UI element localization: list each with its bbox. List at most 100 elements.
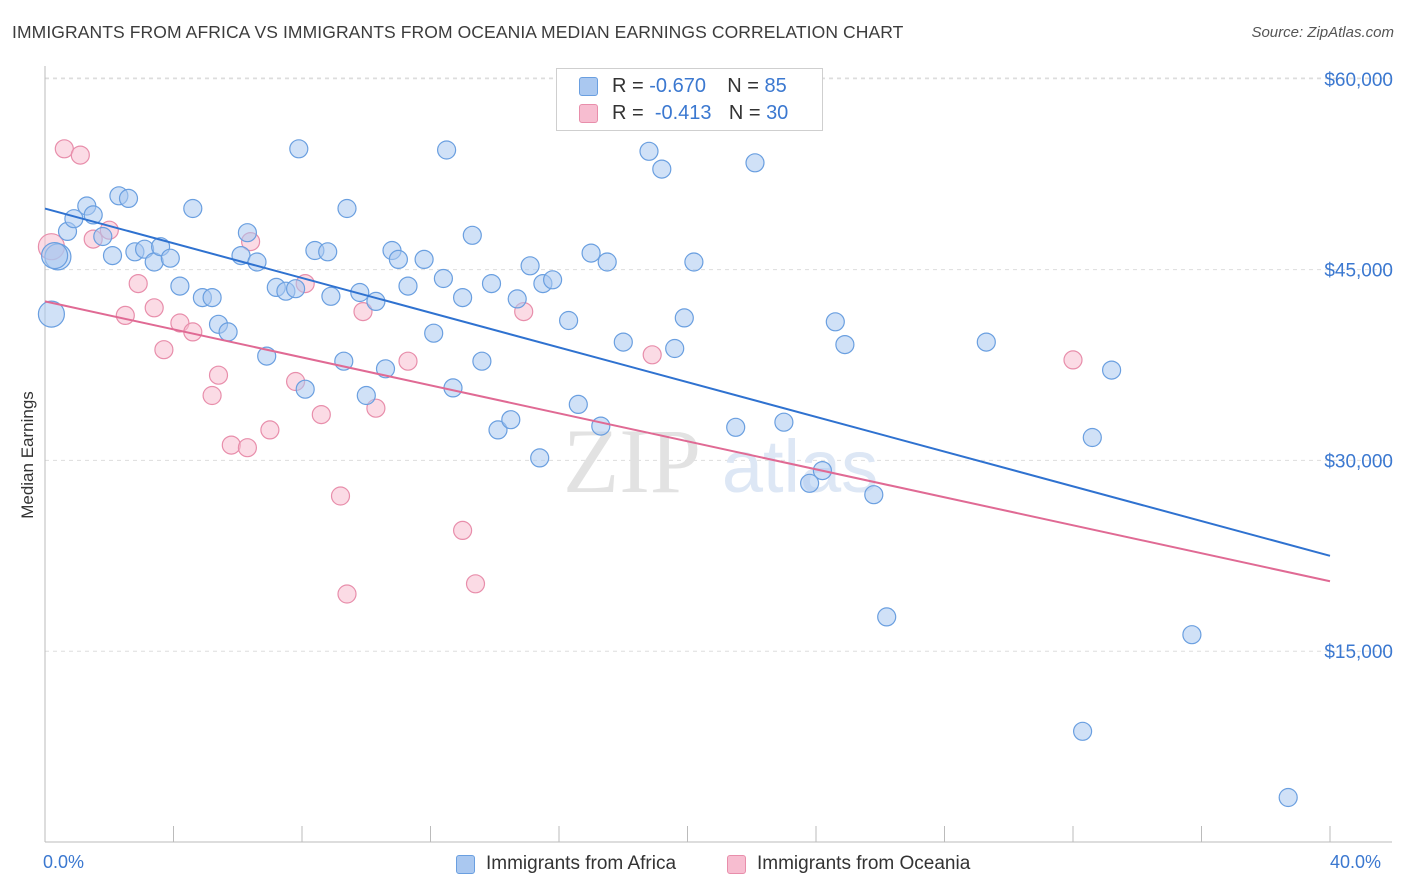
point-oceania — [337, 584, 357, 604]
point-africa — [295, 379, 315, 399]
point-africa — [665, 338, 685, 359]
point-africa — [1072, 721, 1093, 741]
point-africa — [102, 246, 123, 266]
point-oceania — [366, 398, 386, 418]
point-africa — [684, 252, 704, 272]
point-oceania — [330, 486, 351, 506]
axes — [44, 66, 1392, 843]
legend-row-oceania: R = -0.413 N = 30 — [579, 100, 788, 126]
point-oceania — [311, 405, 331, 425]
point-africa — [375, 359, 396, 379]
point-oceania — [208, 365, 229, 385]
point-africa — [218, 322, 238, 342]
point-africa — [745, 153, 765, 173]
point-africa — [424, 323, 444, 343]
point-oceania — [144, 298, 164, 318]
point-africa — [398, 276, 418, 296]
stats-legend: R = -0.670 N = 85 R = -0.413 N = 30 — [556, 68, 823, 131]
point-oceania — [353, 302, 373, 322]
point-africa — [237, 223, 257, 243]
point-africa — [835, 335, 855, 355]
bottom-legend-label-africa: Immigrants from Africa — [486, 853, 677, 874]
gridlines — [45, 77, 1392, 652]
point-africa — [520, 256, 540, 276]
point-oceania — [202, 385, 222, 406]
point-oceania — [465, 574, 486, 594]
point-oceania — [128, 274, 148, 294]
point-africa — [864, 485, 884, 505]
point-africa — [286, 279, 306, 299]
trend-line-africa — [44, 207, 1331, 557]
legend-r-label: R = — [612, 74, 644, 97]
legend-r-value-africa: -0.670 — [649, 74, 706, 97]
point-africa — [356, 385, 376, 406]
x-tick-label-min: 0.0% — [43, 852, 85, 872]
y-tick-label: $30,000 — [1324, 451, 1393, 472]
point-africa — [542, 270, 563, 290]
chart-title: IMMIGRANTS FROM AFRICA VS IMMIGRANTS FRO… — [12, 22, 904, 42]
legend-n-value-africa: 85 — [764, 74, 787, 97]
point-africa — [613, 332, 633, 352]
point-africa — [581, 243, 601, 263]
y-tick-label: $15,000 — [1324, 642, 1393, 663]
point-africa — [388, 249, 408, 269]
point-africa — [453, 288, 473, 308]
point-africa — [366, 291, 386, 311]
point-africa — [1182, 625, 1202, 645]
legend-n-label: N = — [728, 101, 761, 124]
point-africa — [481, 274, 502, 294]
point-africa — [414, 249, 434, 269]
y-tick-labels: $15,000 $30,000 $45,000 $60,000 — [1324, 70, 1393, 663]
point-africa — [558, 310, 579, 331]
point-africa — [674, 308, 694, 328]
point-africa — [37, 300, 66, 328]
point-africa — [597, 252, 617, 272]
point-africa — [774, 412, 794, 432]
point-africa — [976, 332, 996, 352]
point-africa — [170, 276, 190, 296]
point-africa — [318, 242, 338, 262]
point-africa — [1278, 787, 1298, 808]
point-africa — [1101, 360, 1122, 380]
y-tick-label: $60,000 — [1324, 70, 1393, 91]
point-africa — [799, 473, 820, 493]
bottom-legend-swatch-oceania — [727, 854, 746, 874]
point-africa — [501, 410, 521, 430]
point-africa — [462, 225, 482, 245]
point-africa — [93, 226, 113, 247]
point-africa — [118, 188, 139, 208]
y-tick-label: $45,000 — [1324, 261, 1393, 282]
point-africa — [568, 394, 588, 414]
point-oceania — [1063, 350, 1083, 370]
point-africa — [825, 312, 845, 332]
bottom-legend-label-oceania: Immigrants from Oceania — [757, 853, 971, 874]
point-oceania — [154, 340, 174, 360]
point-africa — [472, 351, 492, 371]
point-africa — [652, 159, 672, 179]
trend-lines — [44, 207, 1331, 583]
trend-line-oceania — [44, 300, 1331, 583]
point-africa — [160, 248, 180, 268]
legend-r-value-oceania: -0.413 — [654, 101, 712, 124]
point-africa — [1082, 427, 1102, 448]
point-africa — [591, 416, 611, 436]
legend-row-africa: R = -0.670 N = 85 — [579, 73, 787, 99]
legend-swatch-africa — [579, 76, 598, 96]
point-africa — [321, 286, 341, 306]
point-oceania — [70, 145, 90, 165]
point-oceania — [398, 351, 418, 371]
point-africa — [350, 282, 370, 303]
source-label: Source: ZipAtlas.com — [1251, 24, 1394, 41]
point-africa — [183, 198, 203, 219]
point-africa — [437, 140, 457, 160]
point-oceania — [453, 520, 473, 541]
bottom-legend-africa: Immigrants from Africa — [456, 852, 676, 876]
legend-r-label: R = — [612, 101, 644, 124]
point-oceania — [221, 435, 241, 455]
point-oceania — [54, 139, 74, 159]
y-axis-label: Median Earnings — [18, 391, 37, 519]
point-oceania — [115, 305, 135, 325]
point-africa — [507, 289, 527, 309]
point-africa — [877, 607, 897, 627]
